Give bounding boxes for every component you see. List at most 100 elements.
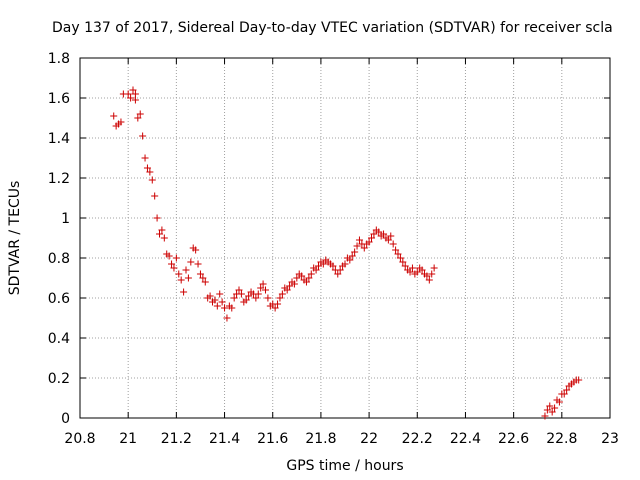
data-point [336, 266, 344, 274]
x-tick-label: 21 [119, 431, 137, 447]
data-point [555, 398, 563, 406]
data-point [406, 268, 414, 276]
data-point [283, 286, 291, 294]
data-point [187, 258, 195, 266]
data-point [298, 272, 306, 280]
data-point [389, 240, 397, 248]
data-point [546, 402, 554, 410]
data-point [264, 294, 272, 302]
data-point [184, 274, 192, 282]
data-point [334, 270, 342, 278]
data-point [380, 230, 388, 238]
data-point [360, 244, 368, 252]
data-point [319, 260, 327, 268]
data-point [271, 304, 279, 312]
data-point [228, 304, 236, 312]
y-axis-label: SDTVAR / TECUs [7, 181, 23, 296]
data-point [257, 284, 265, 292]
data-point [131, 96, 139, 104]
data-point [278, 290, 286, 298]
x-tick-label: 22 [360, 431, 378, 447]
data-point [428, 270, 436, 278]
data-point [148, 176, 156, 184]
data-point [346, 256, 354, 264]
data-point [213, 302, 221, 310]
data-point [127, 94, 135, 102]
data-point [230, 294, 238, 302]
data-point [177, 276, 185, 284]
data-point [341, 260, 349, 268]
y-tick-label: 0.2 [48, 371, 70, 387]
data-point [235, 286, 243, 294]
x-tick-label: 22.6 [498, 431, 529, 447]
data-point [143, 164, 151, 172]
data-point [290, 280, 298, 288]
y-tick-label: 1.8 [48, 51, 70, 67]
data-point [408, 264, 416, 272]
data-point [365, 238, 373, 246]
y-tick-labels: 0 0.2 0.4 0.6 0.8 1 1.2 1.4 1.6 1.8 [48, 51, 70, 427]
data-point [211, 296, 219, 304]
data-point [399, 258, 407, 266]
data-point [131, 90, 139, 98]
data-point [351, 248, 359, 256]
grid [80, 58, 610, 418]
data-point [413, 268, 421, 276]
x-tick-label: 22.4 [450, 431, 481, 447]
data-point [153, 214, 161, 222]
x-tick-label: 21.6 [257, 431, 288, 447]
data-point [216, 290, 224, 298]
data-point [262, 286, 269, 294]
data-point [146, 168, 154, 176]
data-point [110, 112, 118, 120]
data-point [129, 86, 137, 94]
y-tick-label: 1.4 [48, 131, 70, 147]
data-point [312, 266, 320, 274]
data-point [124, 90, 132, 98]
data-point [551, 404, 559, 412]
data-point [151, 192, 159, 200]
x-tick-label: 21.8 [305, 431, 336, 447]
axis-ticks [79, 57, 611, 419]
data-point [196, 270, 204, 278]
data-point [543, 406, 551, 414]
data-point [194, 260, 202, 268]
data-point [160, 234, 168, 242]
data-point [158, 226, 166, 234]
data-point [276, 294, 284, 302]
x-tick-label: 22.2 [402, 431, 433, 447]
data-point [575, 376, 583, 384]
data-point [156, 230, 163, 238]
data-point [394, 250, 402, 258]
data-point [192, 246, 200, 254]
x-tick-label: 21.4 [209, 431, 240, 447]
data-point [353, 242, 361, 250]
data-point [237, 290, 245, 298]
data-point [242, 296, 250, 304]
x-tick-label: 23 [601, 431, 619, 447]
data-point [136, 110, 144, 118]
y-tick-label: 0.6 [48, 291, 70, 307]
data-point [286, 282, 294, 290]
data-point [245, 292, 253, 300]
x-tick-label: 20.8 [64, 431, 95, 447]
data-point [274, 300, 282, 308]
data-point [201, 278, 209, 286]
data-point [168, 260, 176, 268]
y-tick-label: 0.4 [48, 331, 70, 347]
data-point [165, 252, 173, 260]
data-point [368, 234, 375, 242]
data-point [170, 264, 178, 272]
y-tick-label: 0 [61, 411, 70, 427]
x-axis-label: GPS time / hours [286, 458, 403, 474]
plot-frame [79, 57, 611, 419]
data-point [355, 236, 363, 244]
y-tick-label: 1.6 [48, 91, 70, 107]
data-point [134, 114, 142, 122]
data-point [218, 298, 226, 306]
data-point [387, 232, 395, 240]
data-point [221, 304, 229, 312]
data-point [259, 280, 267, 288]
data-point [348, 252, 356, 260]
data-point [370, 230, 378, 238]
